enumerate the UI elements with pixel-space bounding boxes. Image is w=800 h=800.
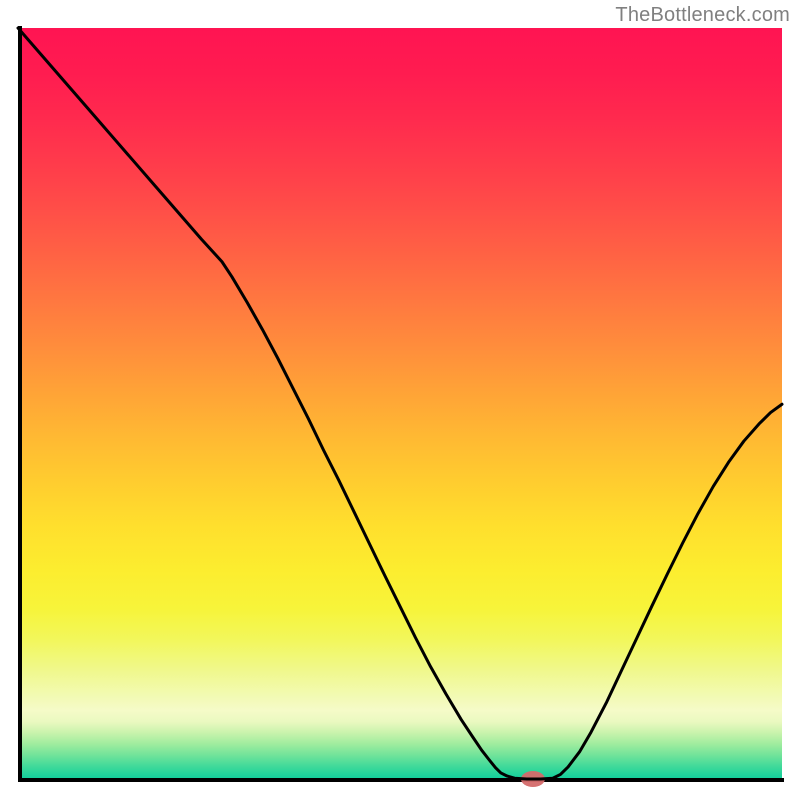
gradient-background (18, 28, 782, 782)
bottleneck-chart: TheBottleneck.com (0, 0, 800, 800)
watermark-text: TheBottleneck.com (615, 4, 790, 27)
chart-svg (0, 0, 800, 800)
